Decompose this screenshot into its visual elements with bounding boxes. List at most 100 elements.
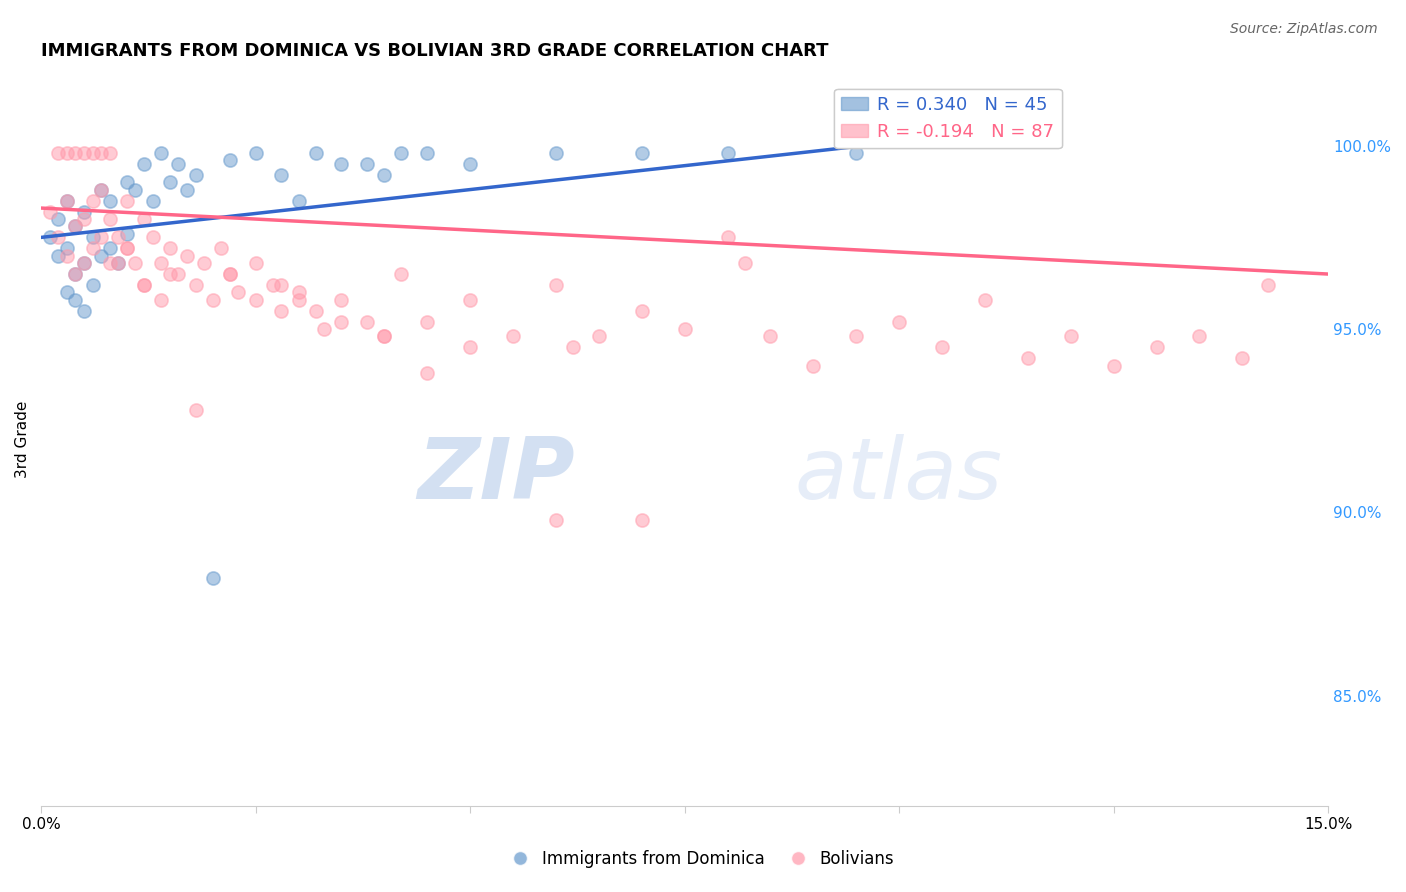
Point (65, 219, 87, 234)
Point (373, 168, 395, 182)
Point (56, 241, 79, 255)
Point (1060, 329, 1083, 343)
Point (159, 267, 181, 281)
Point (502, 329, 524, 343)
Point (458, 157, 481, 171)
Point (228, 285, 250, 300)
Point (287, 293, 309, 307)
Point (90, 183, 112, 197)
Point (73, 212, 96, 227)
Point (65, 267, 87, 281)
Text: ZIP: ZIP (418, 434, 575, 517)
Point (115, 194, 138, 208)
Point (245, 293, 267, 307)
Point (356, 315, 378, 329)
Point (801, 359, 824, 373)
Point (132, 212, 155, 227)
Point (270, 303, 292, 318)
Point (209, 241, 232, 255)
Point (1017, 351, 1039, 366)
Point (305, 146, 328, 161)
Point (98, 146, 121, 161)
Point (416, 366, 439, 380)
Point (46, 212, 69, 227)
Point (65, 219, 87, 234)
Point (46, 230, 69, 244)
Point (46, 249, 69, 263)
Point (201, 571, 224, 585)
Text: atlas: atlas (794, 434, 1002, 517)
Point (82, 194, 104, 208)
Point (330, 157, 353, 171)
Point (142, 194, 165, 208)
Point (330, 293, 353, 307)
Point (262, 278, 284, 293)
Point (184, 168, 207, 182)
Point (1146, 340, 1168, 354)
Point (287, 194, 309, 208)
Point (330, 315, 353, 329)
Point (544, 278, 567, 293)
Point (734, 256, 756, 270)
Text: Source: ZipAtlas.com: Source: ZipAtlas.com (1230, 22, 1378, 37)
Point (458, 293, 481, 307)
Point (46, 146, 69, 161)
Point (176, 249, 198, 263)
Point (759, 329, 782, 343)
Point (107, 256, 129, 270)
Point (124, 256, 146, 270)
Point (167, 267, 190, 281)
Point (1188, 329, 1211, 343)
Point (73, 256, 96, 270)
Point (73, 204, 96, 219)
Point (373, 329, 395, 343)
Point (716, 230, 738, 244)
Point (73, 146, 96, 161)
Point (150, 293, 173, 307)
Point (245, 146, 267, 161)
Point (124, 183, 146, 197)
Text: IMMIGRANTS FROM DOMINICA VS BOLIVIAN 3RD GRADE CORRELATION CHART: IMMIGRANTS FROM DOMINICA VS BOLIVIAN 3RD… (41, 42, 828, 60)
Point (56, 249, 79, 263)
Point (673, 322, 696, 336)
Point (1232, 351, 1254, 366)
Point (974, 293, 997, 307)
Point (630, 303, 652, 318)
Point (150, 256, 173, 270)
Point (73, 256, 96, 270)
Point (931, 340, 953, 354)
Point (270, 168, 292, 182)
Point (245, 256, 267, 270)
Point (159, 175, 181, 189)
Point (270, 278, 292, 293)
Point (56, 194, 79, 208)
Point (115, 241, 138, 255)
Point (150, 146, 173, 161)
Point (887, 315, 910, 329)
Point (391, 267, 413, 281)
Y-axis label: 3rd Grade: 3rd Grade (15, 401, 30, 478)
Point (630, 513, 652, 527)
Point (193, 256, 215, 270)
Point (167, 157, 190, 171)
Legend: R = 0.340   N = 45, R = -0.194   N = 87: R = 0.340 N = 45, R = -0.194 N = 87 (834, 89, 1062, 148)
Point (90, 230, 112, 244)
Point (56, 146, 79, 161)
Point (201, 293, 224, 307)
Point (90, 249, 112, 263)
Point (38, 204, 60, 219)
Point (218, 267, 240, 281)
Point (98, 256, 121, 270)
Point (845, 146, 868, 161)
Point (90, 146, 112, 161)
Point (184, 402, 207, 417)
Point (56, 194, 79, 208)
Point (107, 256, 129, 270)
Point (373, 329, 395, 343)
Point (416, 315, 439, 329)
Point (630, 146, 652, 161)
Point (65, 267, 87, 281)
Point (98, 194, 121, 208)
Point (65, 146, 87, 161)
Point (90, 183, 112, 197)
